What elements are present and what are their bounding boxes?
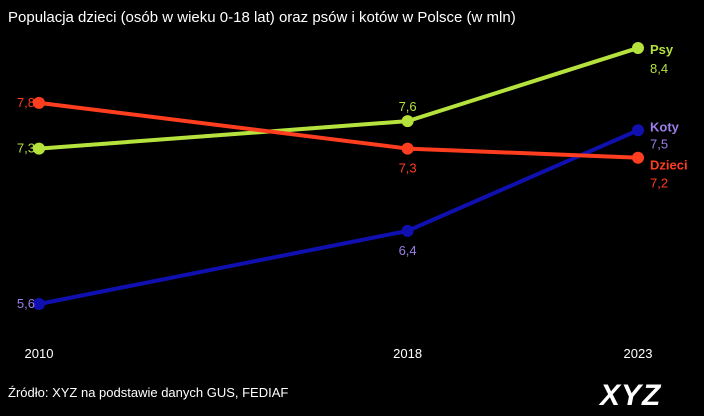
data-point-dzieci-2010 [33, 96, 45, 109]
data-label-psy-2018: 7,6 [399, 99, 417, 114]
series-line-koty [38, 128, 639, 306]
series-name-koty: Koty [650, 119, 680, 134]
data-point-dzieci-2023 [632, 151, 644, 164]
data-point-psy-2023 [632, 42, 644, 54]
source-note: Źródło: XYZ na podstawie danych GUS, FED… [8, 385, 288, 400]
data-label-dzieci-2023: 7,2 [650, 176, 668, 191]
data-point-koty-2010 [33, 298, 45, 310]
series-name-psy: Psy [650, 42, 674, 57]
data-point-psy-2010 [33, 142, 45, 155]
data-label-psy-2023: 8,4 [650, 61, 668, 76]
series-name-dzieci: Dzieci [650, 158, 688, 173]
data-labels: 7,3 7,6 8,4 Psy 7,8 7,3 7,2 Dzieci 5,6 6,4 7,5 Koty [17, 42, 688, 311]
data-point-koty-2023 [632, 124, 644, 137]
data-label-psy-2010: 7,3 [17, 141, 35, 156]
data-label-dzieci-2018: 7,3 [399, 161, 417, 176]
series-line-psy [38, 46, 639, 151]
data-label-koty-2018: 6,4 [399, 243, 417, 258]
series-line-dzieci [38, 100, 639, 160]
data-point-psy-2018 [401, 115, 414, 128]
data-label-koty-2023: 7,5 [650, 136, 668, 151]
data-label-dzieci-2010: 7,8 [17, 95, 35, 110]
chart-title: Populacja dzieci (osób w wieku 0-18 lat)… [8, 9, 516, 26]
xyz-logo: XYZ [598, 379, 662, 412]
data-point-dzieci-2018 [401, 142, 414, 155]
series-points [33, 42, 644, 310]
data-point-koty-2018 [401, 224, 414, 237]
x-tick-label-2018: 2018 [393, 346, 422, 361]
data-label-koty-2010: 5,6 [17, 296, 35, 311]
x-tick-label-2023: 2023 [624, 346, 653, 361]
x-tick-label-2010: 2010 [25, 346, 54, 361]
series-lines [38, 46, 639, 306]
x-axis-ticks: 2010 2018 2023 [25, 346, 653, 361]
